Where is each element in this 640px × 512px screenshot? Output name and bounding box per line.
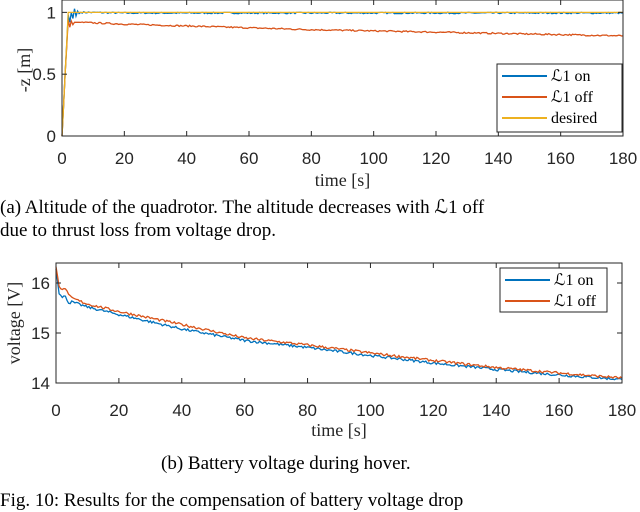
y-tick-label: 15: [31, 324, 50, 343]
figure-caption: Fig. 10: Results for the compensation of…: [0, 490, 464, 511]
caption-b: (b) Battery voltage during hover.: [161, 453, 411, 474]
series-line-desired-2: [61, 11, 623, 137]
x-tick-label: 60: [240, 149, 259, 168]
x-tick-label: 180: [608, 401, 636, 420]
caption-a-line2: due to thrust loss from voltage drop.: [0, 220, 276, 241]
x-tick-label: 80: [298, 401, 317, 420]
x-tick-label: 100: [356, 401, 384, 420]
axes-box: [55, 262, 623, 384]
x-tick-label: 180: [609, 149, 637, 168]
x-tick-label: 140: [482, 401, 510, 420]
x-tick-label: 80: [302, 149, 321, 168]
legend: ℒ1 on ℒ1 off desired: [496, 63, 623, 133]
chart-altitude: 0 20 40 60 80 100 120 140 160 180 0 0.5 1 time [s] -z …: [14, 0, 637, 190]
legend-label: ℒ1 on: [554, 272, 594, 289]
y-axis-label: voltage [V]: [4, 282, 24, 364]
legend: ℒ1 on ℒ1 off: [499, 267, 608, 313]
y-axis-label: -z [m]: [14, 48, 34, 92]
x-tick-label: 40: [177, 149, 196, 168]
x-tick-label: 120: [419, 401, 447, 420]
series-line--off-1: [55, 266, 623, 380]
x-tick-label: 20: [115, 149, 134, 168]
series-line--on-0: [55, 268, 623, 381]
x-tick-label: 160: [545, 401, 573, 420]
legend-box: [499, 267, 608, 313]
x-tick-label: 140: [484, 149, 512, 168]
x-axis-label: time [s]: [315, 170, 371, 190]
y-tick-label: 0: [47, 127, 56, 146]
x-tick-label: 0: [51, 401, 60, 420]
x-tick-label: 40: [172, 401, 191, 420]
legend-label: ℒ1 on: [551, 68, 591, 85]
legend-label: desired: [551, 110, 597, 127]
caption-a-line1: (a) Altitude of the quadrotor. The altit…: [0, 197, 485, 218]
y-tick-label: 1: [47, 3, 56, 22]
legend-label: ℒ1 off: [551, 89, 594, 106]
y-tick-label: 0.5: [32, 65, 56, 84]
y-tick-label: 14: [31, 374, 50, 393]
x-tick-label: 0: [57, 149, 66, 168]
x-tick-label: 120: [422, 149, 450, 168]
axes-box: [61, 0, 624, 137]
legend-label: ℒ1 off: [554, 293, 597, 310]
x-tick-label: 160: [546, 149, 574, 168]
y-tick-label: 16: [31, 274, 50, 293]
x-tick-label: 20: [109, 401, 128, 420]
x-tick-label: 100: [359, 149, 387, 168]
x-axis-label: time [s]: [311, 420, 367, 440]
x-tick-label: 60: [235, 401, 254, 420]
chart-voltage: 0 20 40 60 80 100 120 140 160 180 14 15 16 time [s] vo…: [4, 262, 636, 440]
series-line--off-1: [61, 18, 624, 137]
